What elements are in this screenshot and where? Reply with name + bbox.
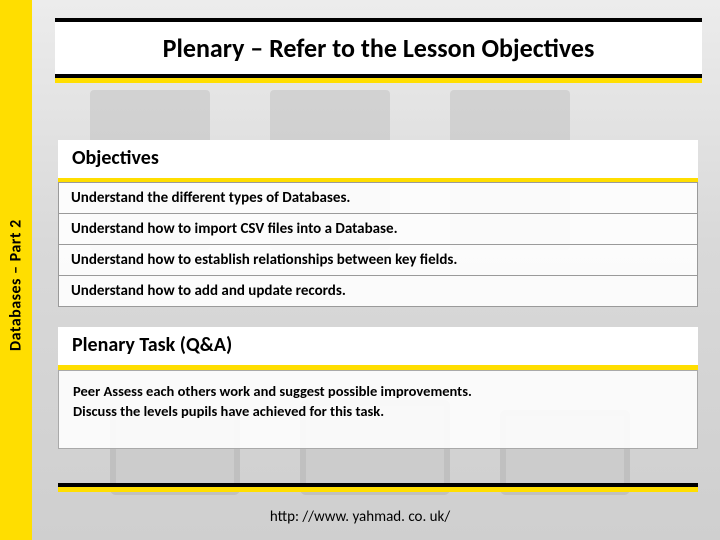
objectives-heading: Objectives — [58, 140, 698, 183]
plenary-line: Discuss the levels pupils have achieved … — [73, 401, 683, 421]
plenary-body: Peer Assess each others work and suggest… — [58, 370, 698, 449]
sidebar-label: Databases – Part 2 — [3, 185, 29, 385]
footer-url: http: //www. yahmad. co. uk/ — [0, 508, 720, 526]
footer-rules — [58, 483, 698, 492]
slide: Databases – Part 2 Plenary – Refer to th… — [0, 0, 720, 540]
plenary-heading: Plenary Task (Q&A) — [58, 327, 698, 370]
footer-rule-accent — [58, 487, 698, 492]
objective-row: Understand how to add and update records… — [58, 275, 698, 307]
objective-row: Understand how to import CSV files into … — [58, 213, 698, 245]
title-rule-accent — [55, 78, 702, 83]
spacer — [58, 307, 698, 327]
content-area: Objectives Understand the different type… — [58, 140, 698, 449]
objective-row: Understand how to establish relationship… — [58, 244, 698, 276]
plenary-line: Peer Assess each others work and suggest… — [73, 381, 683, 401]
title-block: Plenary – Refer to the Lesson Objectives — [55, 18, 702, 83]
objective-row: Understand the different types of Databa… — [58, 182, 698, 214]
page-title: Plenary – Refer to the Lesson Objectives — [55, 22, 702, 74]
